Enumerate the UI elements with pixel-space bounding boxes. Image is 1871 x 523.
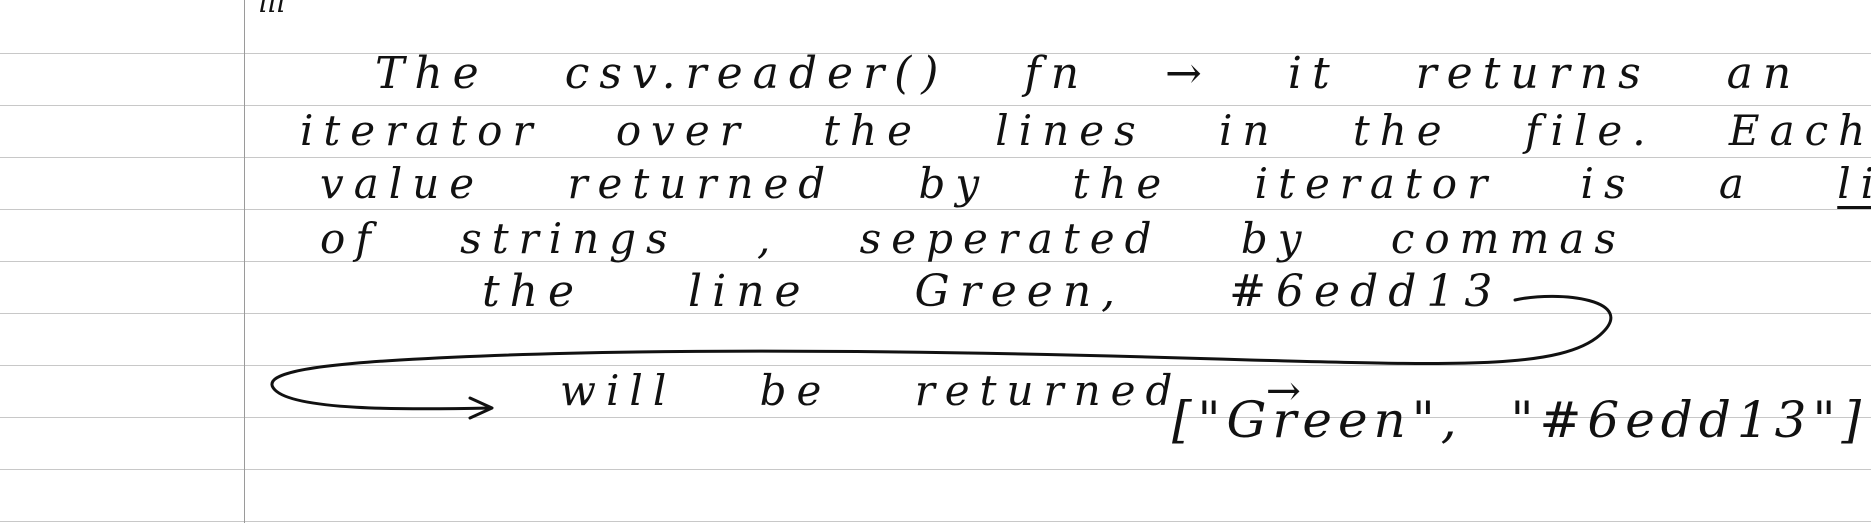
- arrow-head: [468, 396, 494, 420]
- note-line-4: of strings , seperated by commas: [320, 214, 1626, 263]
- returned-list-result: ["Green", "#6edd13"]: [1172, 391, 1867, 449]
- note-line-3: value returned by the iterator is a list: [320, 163, 1871, 205]
- note-line-3-text: value returned by the iterator is a: [320, 159, 1838, 208]
- note-line-2: iterator over the lines in the file. Eac…: [300, 106, 1871, 155]
- underlined-word-list: list: [1837, 159, 1871, 208]
- note-line-1: The csv.reader() fn → it returns an: [375, 48, 1802, 99]
- note-line-5: the line Green, #6edd13: [482, 266, 1503, 317]
- margin-line: [244, 0, 245, 523]
- stray-pen-mark: ııı: [258, 0, 285, 19]
